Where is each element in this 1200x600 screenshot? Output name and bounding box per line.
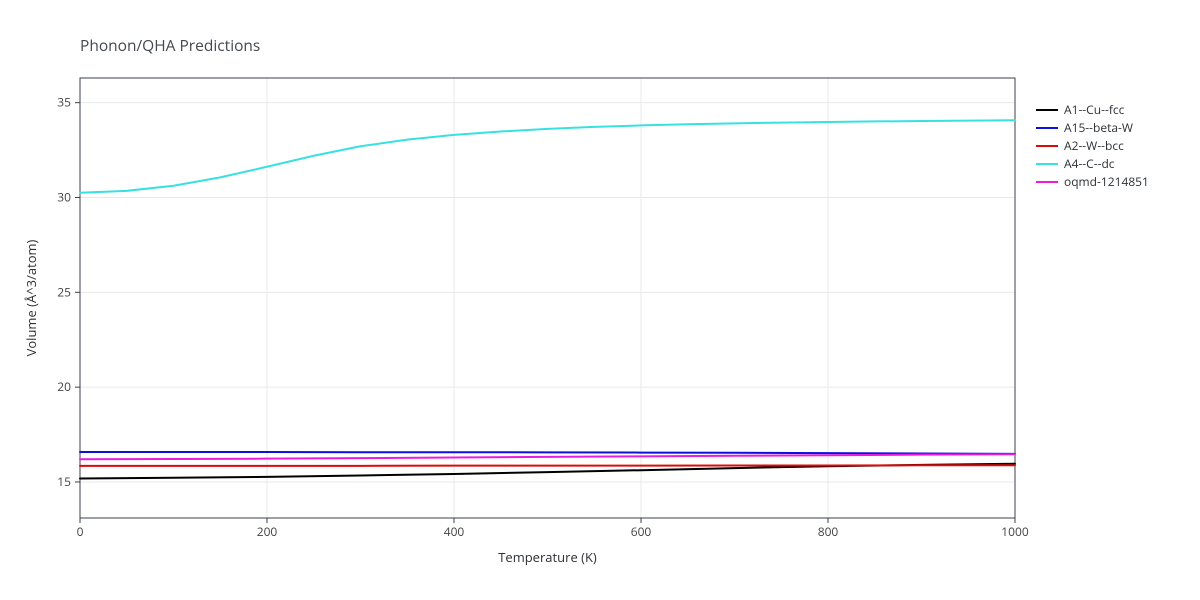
x-tick-label: 0 [77,523,84,540]
series-line[interactable] [80,465,1015,466]
x-tick-label: 1000 [1001,523,1029,540]
legend-item[interactable]: A15--beta-W [1036,122,1149,134]
legend-label: oqmd-1214851 [1064,176,1149,188]
x-axis-title: Temperature (K) [498,548,597,566]
legend-swatch [1036,109,1058,111]
legend-swatch [1036,181,1058,183]
series-line[interactable] [80,120,1015,192]
x-tick-label: 200 [257,523,278,540]
legend-item[interactable]: A4--C--dc [1036,158,1149,170]
y-tick-label: 30 [57,188,71,205]
legend-item[interactable]: A1--Cu--fcc [1036,104,1149,116]
x-tick-label: 600 [631,523,652,540]
y-axis-title: Volume (Å^3/atom) [22,239,40,356]
legend-label: A15--beta-W [1064,122,1133,134]
legend-swatch [1036,163,1058,165]
legend-label: A2--W--bcc [1064,140,1124,152]
y-tick-label: 35 [57,94,71,111]
plot-svg: 0 200 400 600 800 1000 15 20 25 30 35 Temperature (… [0,0,1200,600]
chart-container: Phonon/QHA Predictions 02004006008001000… [0,0,1200,600]
legend: A1--Cu--fcc A15--beta-W A2--W--bcc A4--C--d… [1036,104,1149,194]
legend-swatch [1036,127,1058,129]
legend-item[interactable]: oqmd-1214851 [1036,176,1149,188]
series-line[interactable] [80,454,1015,459]
legend-item[interactable]: A2--W--bcc [1036,140,1149,152]
legend-swatch [1036,145,1058,147]
x-tick-label: 400 [444,523,465,540]
legend-label: A4--C--dc [1064,158,1115,170]
legend-label: A1--Cu--fcc [1064,104,1124,116]
y-tick-label: 25 [57,283,71,300]
series-line[interactable] [80,452,1015,454]
x-tick-label: 800 [818,523,839,540]
y-tick-label: 20 [57,378,71,395]
y-tick-label: 15 [57,473,71,490]
